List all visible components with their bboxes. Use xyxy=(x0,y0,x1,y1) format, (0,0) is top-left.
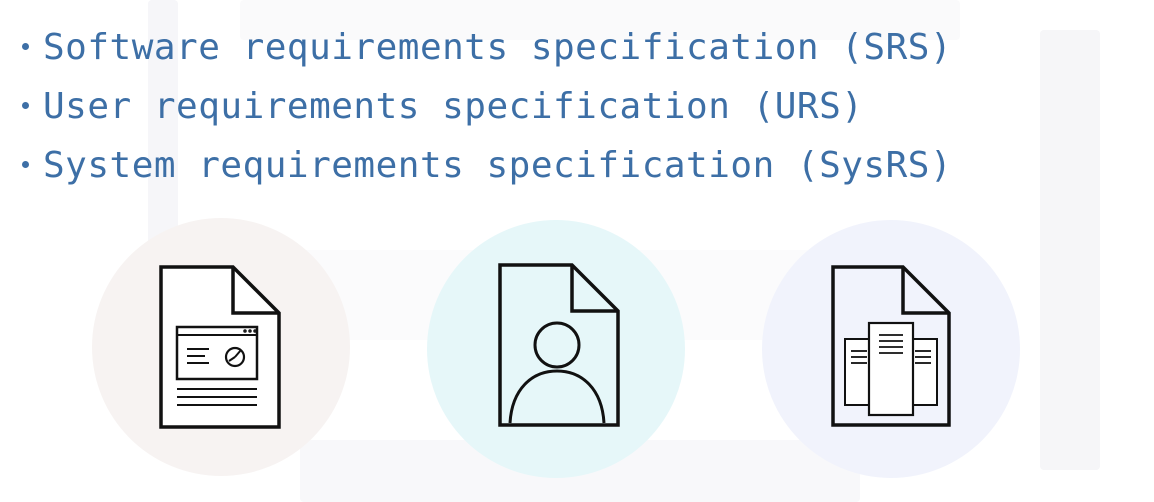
bullet-dot-icon xyxy=(22,43,29,50)
software-document-circle xyxy=(92,218,350,476)
bullet-item-sysrs: System requirements specification (SysRS… xyxy=(22,136,952,195)
bullet-item-srs: Software requirements specification (SRS… xyxy=(22,18,952,77)
user-document-icon xyxy=(498,263,620,427)
user-document-circle xyxy=(427,220,685,478)
bullet-dot-icon xyxy=(22,161,29,168)
background-watermark xyxy=(240,0,960,40)
bullet-item-urs: User requirements specification (URS) xyxy=(22,77,952,136)
bullet-label: Software requirements specification (SRS… xyxy=(43,26,953,68)
bullet-list: Software requirements specification (SRS… xyxy=(22,18,952,195)
software-document-icon xyxy=(159,265,281,429)
bullet-label: System requirements specification (SysRS… xyxy=(43,144,953,186)
bullet-label: User requirements specification (URS) xyxy=(43,85,864,127)
system-document-circle xyxy=(762,220,1020,478)
system-document-icon xyxy=(831,265,951,427)
background-watermark xyxy=(1040,30,1100,470)
bullet-dot-icon xyxy=(22,102,29,109)
